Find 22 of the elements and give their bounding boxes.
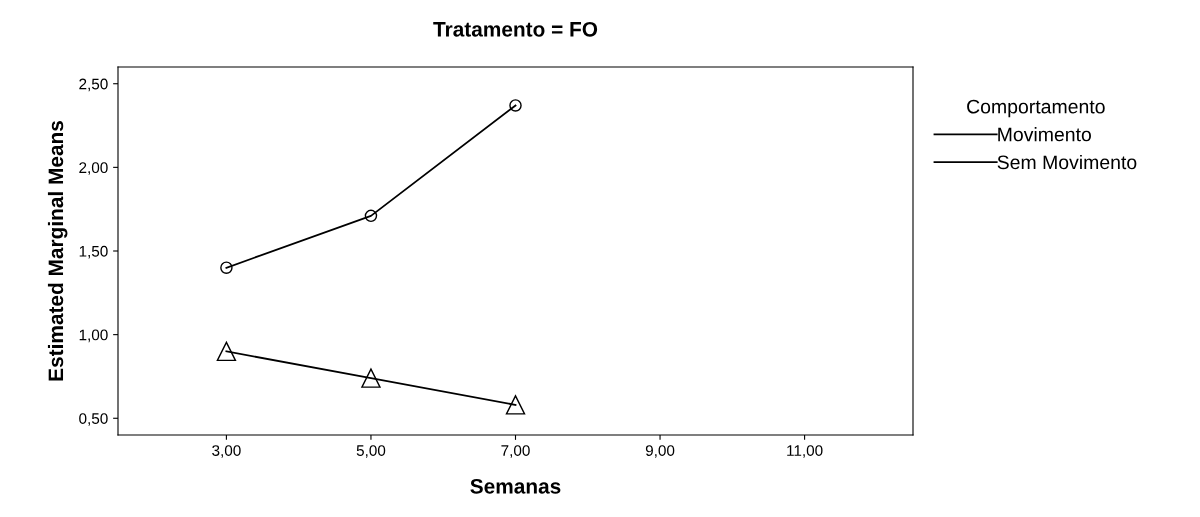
legend-title: Comportamento — [967, 99, 1105, 118]
point — [505, 395, 526, 415]
x-tick-label: 7,00 — [501, 445, 530, 458]
y-tick-label: 2,00 — [79, 162, 108, 175]
legend-label: Sem Movimento — [997, 154, 1137, 170]
point — [364, 209, 378, 223]
x-tick-label: 11,00 — [787, 445, 823, 458]
y-tick-label: 1,00 — [79, 329, 108, 343]
legend-label: Movimento — [998, 127, 1091, 142]
y-tick-label: 1,50 — [79, 245, 108, 259]
y-tick-label: 0,50 — [79, 413, 108, 426]
y-tick-label: 2,50 — [79, 78, 108, 92]
chart-title: Tratamento = FO — [433, 21, 598, 37]
point — [220, 261, 233, 274]
point — [361, 368, 381, 388]
x-tick-label: 5,00 — [356, 445, 386, 458]
point — [216, 341, 237, 362]
point — [509, 99, 522, 112]
x-axis-title: Semanas — [470, 478, 561, 494]
x-tick-label: 9,00 — [645, 445, 675, 458]
y-axis-title: Estimated Marginal Means — [47, 121, 68, 381]
x-tick-label: 3,00 — [212, 445, 241, 458]
